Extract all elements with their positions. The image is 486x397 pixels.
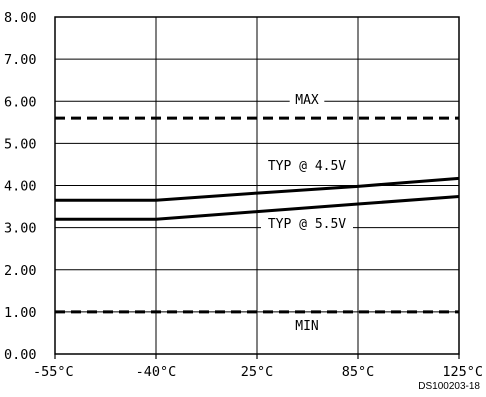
y-tick-label: 1.00: [4, 305, 37, 321]
y-tick-label: 7.00: [4, 52, 37, 68]
x-tick-label: 125°C: [442, 364, 483, 380]
annotations: MAX TYP @ 4.5V TYP @ 5.5V MIN: [261, 93, 353, 334]
grid: [54, 16, 460, 359]
series-lines: [55, 116, 460, 314]
series-line: [55, 194, 460, 221]
y-tick-label: 5.00: [4, 136, 37, 152]
x-tick-label: 25°C: [241, 364, 274, 380]
y-tick-label: 8.00: [4, 10, 37, 26]
y-tick-label: 3.00: [4, 221, 37, 237]
annotation-bg: [261, 217, 353, 232]
x-tick-label: -55°C: [33, 364, 74, 380]
y-tick-label: 2.00: [4, 263, 37, 279]
annotation-bg: [289, 93, 325, 108]
x-tick-label: 85°C: [342, 364, 375, 380]
annotation-label: TYP @ 5.5V: [268, 217, 346, 232]
annotation-bg: [289, 319, 325, 334]
series-line: [55, 176, 460, 202]
y-tick-labels: 0.00 1.00 2.00 3.00 4.00 5.00 6.00 7.00 8.00: [4, 10, 37, 363]
annotation-label: TYP @ 4.5V: [268, 159, 346, 174]
figure-code: DS100203-18: [418, 381, 480, 392]
annotation-label: MIN: [295, 319, 318, 334]
y-tick-label: 0.00: [4, 347, 37, 363]
y-tick-label: 4.00: [4, 179, 37, 195]
x-tick-label: -40°C: [136, 364, 177, 380]
annotation-label: MAX: [295, 93, 319, 108]
annotation-bg: [261, 159, 353, 174]
y-tick-label: 6.00: [4, 94, 37, 110]
x-tick-labels: -55°C -40°C 25°C 85°C 125°C: [33, 364, 483, 380]
